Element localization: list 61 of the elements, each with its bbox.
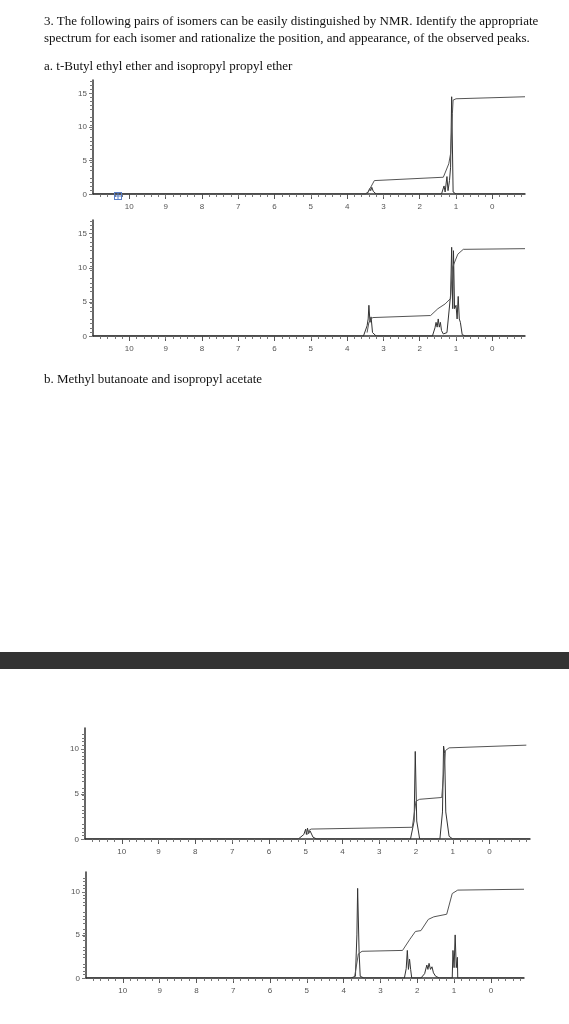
x-tick-label: 9	[156, 846, 162, 856]
y-tick-label: 0	[74, 834, 80, 844]
x-tick-label: 5	[304, 985, 310, 995]
x-tick-label: 3	[381, 343, 387, 353]
y-tick-label: 5	[82, 297, 88, 307]
y-tick-label: 10	[71, 887, 81, 897]
x-tick-label: 0	[490, 201, 496, 211]
chart-subtitle: a. t-Butyl ethyl ether and isopropyl propyl ether	[44, 58, 294, 74]
x-tick-label: 2	[417, 343, 423, 353]
chart-title: b. Methyl butanoate and isopropyl acetate	[44, 370, 264, 387]
x-tick-label: 9	[163, 343, 169, 353]
x-tick-label: 2	[415, 985, 421, 995]
y-tick-label: 5	[74, 789, 80, 799]
x-tick-label: 4	[340, 846, 346, 856]
x-tick-label: 4	[341, 985, 347, 995]
x-tick-label: 8	[194, 985, 200, 995]
x-tick-label: 5	[308, 201, 314, 211]
y-tick-label: 0	[82, 189, 88, 199]
x-tick-label: 0	[487, 846, 493, 856]
x-tick-label: 6	[272, 201, 278, 211]
x-tick-label: 5	[308, 343, 314, 353]
chart-title: 3. The following pairs of isomers can be easily distinguished by NMR. Identify the appropriate spectrum for each isomer and rationalize the position, and appearance, of the observed peaks.	[44, 12, 540, 46]
x-tick-label: 7	[229, 846, 235, 856]
x-tick-label: 8	[199, 343, 205, 353]
x-tick-label: 10	[124, 201, 135, 211]
y-tick-label: 15	[78, 229, 88, 239]
x-tick-label: 3	[381, 201, 387, 211]
y-tick-label: 5	[75, 930, 81, 940]
x-tick-label: 9	[157, 985, 163, 995]
x-tick-label: 1	[453, 201, 459, 211]
x-tick-label: 1	[453, 343, 459, 353]
y-tick-label: 5	[82, 155, 88, 165]
x-tick-label: 2	[413, 846, 419, 856]
y-tick-label: 15	[78, 88, 88, 98]
x-tick-label: 5	[303, 846, 309, 856]
x-tick-label: 10	[118, 985, 128, 995]
x-tick-label: 6	[266, 846, 272, 856]
x-tick-label: 0	[488, 985, 494, 995]
x-tick-label: 4	[344, 343, 350, 353]
x-tick-label: 1	[450, 846, 456, 856]
y-tick-label: 0	[75, 973, 81, 983]
y-tick-label: 10	[78, 263, 88, 273]
x-tick-label: 7	[235, 343, 241, 353]
x-tick-label: 7	[235, 201, 241, 211]
x-tick-label: 9	[163, 201, 169, 211]
y-tick-label: 0	[82, 331, 88, 341]
y-tick-label: 10	[78, 122, 88, 132]
x-tick-label: 1	[451, 985, 457, 995]
y-tick-label: 10	[70, 744, 80, 754]
x-tick-label: 10	[124, 343, 135, 353]
x-tick-label: 3	[376, 846, 382, 856]
x-tick-label: 10	[117, 846, 127, 856]
x-tick-label: 6	[267, 985, 273, 995]
x-tick-label: 8	[199, 201, 205, 211]
x-tick-label: 0	[490, 343, 496, 353]
x-tick-label: 7	[231, 985, 236, 995]
x-tick-label: 4	[344, 201, 350, 211]
x-tick-label: 8	[193, 846, 199, 856]
x-tick-label: 2	[417, 201, 423, 211]
x-tick-label: 3	[378, 985, 384, 995]
x-tick-label: 6	[272, 343, 278, 353]
